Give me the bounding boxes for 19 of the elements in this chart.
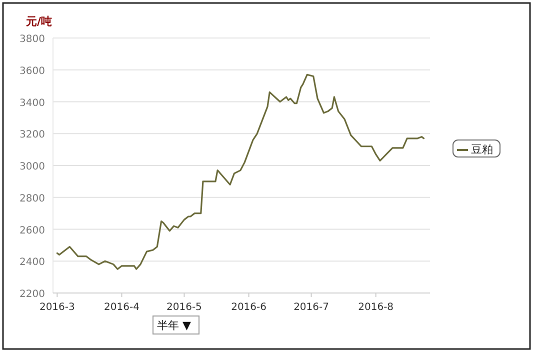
line-series	[56, 74, 425, 270]
x-tick-label: 2016-6	[231, 302, 266, 313]
y-tick-label: 3800	[20, 34, 45, 45]
x-tick-label: 2016-7	[294, 302, 329, 313]
y-tick-label: 2600	[20, 225, 45, 236]
x-tick-label: 2016-5	[166, 302, 202, 313]
y-tick-label: 3200	[20, 130, 45, 141]
y-tick-label: 2200	[20, 289, 45, 300]
text: 半年 ▼	[157, 319, 192, 332]
legend-label: 豆粕	[471, 143, 493, 156]
y-tick-label: 2800	[20, 193, 45, 204]
y-axis-title: 元/吨	[25, 15, 52, 28]
y-tick-label: 3400	[20, 98, 45, 109]
y-tick-label: 3000	[20, 162, 45, 172]
x-tick-label: 2016-3	[39, 302, 75, 313]
x-tick-label: 2016-4	[104, 302, 140, 313]
x-tick-label: 2016-8	[358, 302, 394, 313]
y-tick-label: 2400	[20, 257, 45, 268]
y-tick-label: 3600	[20, 66, 45, 77]
